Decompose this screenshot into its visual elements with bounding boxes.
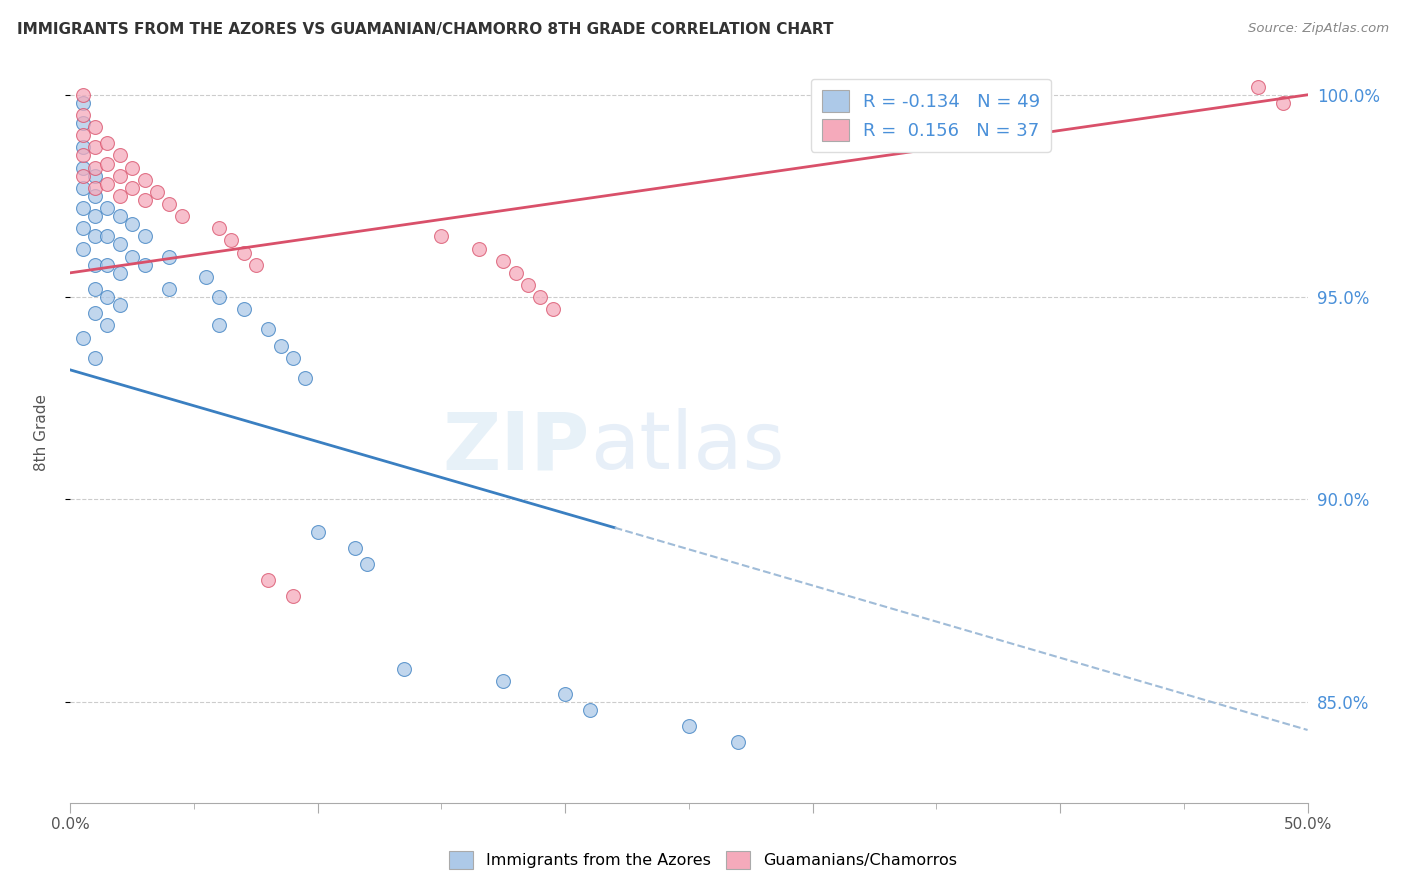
Point xyxy=(343,541,366,555)
Point xyxy=(84,120,107,135)
Point xyxy=(96,201,118,215)
Y-axis label: 8th Grade: 8th Grade xyxy=(35,394,49,471)
Point xyxy=(96,258,118,272)
Point xyxy=(257,322,280,336)
Point xyxy=(108,266,131,280)
Point xyxy=(430,229,453,244)
Point xyxy=(134,229,156,244)
Point xyxy=(72,221,94,235)
Point xyxy=(257,574,280,588)
Point xyxy=(157,282,180,296)
Point xyxy=(219,234,242,248)
Point xyxy=(281,351,304,365)
Text: ZIP: ZIP xyxy=(443,409,591,486)
Point xyxy=(157,250,180,264)
Point xyxy=(134,173,156,187)
Point xyxy=(96,318,118,333)
Point xyxy=(1247,79,1270,94)
Point xyxy=(529,290,551,304)
Point xyxy=(84,140,107,154)
Point xyxy=(281,590,304,604)
Point xyxy=(554,687,576,701)
Point xyxy=(208,318,231,333)
Point xyxy=(108,169,131,183)
Text: IMMIGRANTS FROM THE AZORES VS GUAMANIAN/CHAMORRO 8TH GRADE CORRELATION CHART: IMMIGRANTS FROM THE AZORES VS GUAMANIAN/… xyxy=(17,22,834,37)
Text: Source: ZipAtlas.com: Source: ZipAtlas.com xyxy=(1249,22,1389,36)
Point xyxy=(146,185,169,199)
Point xyxy=(208,290,231,304)
Point xyxy=(492,674,515,689)
Point xyxy=(108,148,131,162)
Point xyxy=(134,258,156,272)
Point xyxy=(84,306,107,320)
Point xyxy=(121,161,143,175)
Point xyxy=(678,719,700,733)
Point xyxy=(72,128,94,143)
Point xyxy=(492,253,515,268)
Point xyxy=(84,229,107,244)
Point xyxy=(84,161,107,175)
Point xyxy=(157,197,180,211)
Point xyxy=(245,258,267,272)
Point xyxy=(356,557,378,571)
Point xyxy=(72,161,94,175)
Point xyxy=(541,302,564,317)
Point xyxy=(72,201,94,215)
Point xyxy=(84,351,107,365)
Point xyxy=(467,242,489,256)
Point xyxy=(96,290,118,304)
Point xyxy=(72,242,94,256)
Point xyxy=(232,302,254,317)
Point xyxy=(121,217,143,231)
Point xyxy=(108,209,131,223)
Point xyxy=(208,221,231,235)
Point xyxy=(121,250,143,264)
Point xyxy=(84,282,107,296)
Point xyxy=(96,156,118,170)
Point xyxy=(72,95,94,110)
Point xyxy=(96,136,118,151)
Point xyxy=(579,703,602,717)
Point xyxy=(394,662,416,676)
Point xyxy=(170,209,193,223)
Text: atlas: atlas xyxy=(591,409,785,486)
Point xyxy=(270,338,292,352)
Point xyxy=(1271,95,1294,110)
Point xyxy=(72,140,94,154)
Point xyxy=(294,371,316,385)
Point xyxy=(72,116,94,130)
Point xyxy=(121,181,143,195)
Point xyxy=(727,735,749,749)
Point xyxy=(108,298,131,312)
Legend: Immigrants from the Azores, Guamanians/Chamorros: Immigrants from the Azores, Guamanians/C… xyxy=(443,845,963,875)
Point xyxy=(134,193,156,207)
Point xyxy=(84,209,107,223)
Point xyxy=(108,237,131,252)
Point xyxy=(72,330,94,344)
Point xyxy=(84,189,107,203)
Point xyxy=(195,269,218,284)
Point xyxy=(96,177,118,191)
Point xyxy=(72,87,94,102)
Point xyxy=(517,277,540,292)
Point xyxy=(84,169,107,183)
Point xyxy=(72,148,94,162)
Point xyxy=(72,181,94,195)
Point xyxy=(72,108,94,122)
Point xyxy=(307,524,329,539)
Point xyxy=(108,189,131,203)
Point xyxy=(84,258,107,272)
Legend: R = -0.134   N = 49, R =  0.156   N = 37: R = -0.134 N = 49, R = 0.156 N = 37 xyxy=(811,78,1052,152)
Point xyxy=(96,229,118,244)
Point xyxy=(232,245,254,260)
Point xyxy=(84,181,107,195)
Point xyxy=(72,169,94,183)
Point xyxy=(505,266,527,280)
